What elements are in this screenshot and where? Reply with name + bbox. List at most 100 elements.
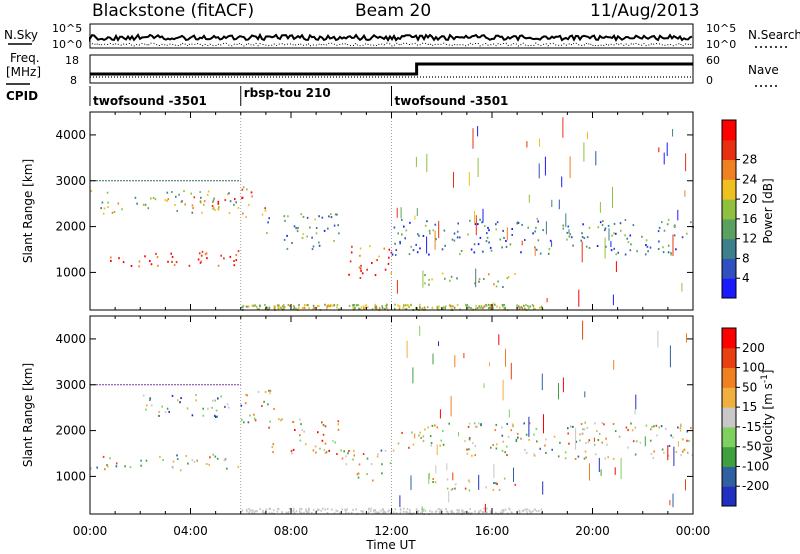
echo-cell (456, 303, 459, 306)
echo-cell (254, 419, 257, 422)
echo-cell (319, 447, 321, 450)
echo-cell (279, 419, 282, 422)
echo-cell (341, 457, 344, 460)
echo-cell (464, 510, 467, 513)
echo-cell (360, 269, 362, 272)
echo-cell (124, 465, 126, 468)
echo-cell (295, 307, 297, 310)
echo-cell (511, 512, 514, 515)
echo-cell (527, 305, 529, 307)
echo-cell (561, 176, 563, 188)
echo-cell (403, 225, 405, 228)
echo-cell (453, 239, 456, 242)
echo-cell (241, 418, 243, 421)
echo-cell (229, 200, 232, 203)
echo-cell (615, 253, 617, 256)
echo-cell (673, 225, 675, 228)
colorbar-swatch (722, 238, 736, 259)
echo-cell (493, 283, 495, 286)
echo-cell (524, 307, 526, 310)
echo-cell (488, 229, 490, 232)
echo-cell (265, 508, 267, 511)
echo-cell (235, 201, 237, 204)
echo-cell (273, 407, 275, 410)
echo-cell (470, 248, 473, 251)
echo-cell (142, 394, 145, 397)
echo-cell (264, 207, 266, 210)
echo-cell (553, 435, 556, 438)
echo-cell (644, 253, 647, 256)
echo-cell (190, 192, 192, 195)
echo-cell (268, 426, 270, 429)
echo-cell (661, 221, 663, 224)
echo-cell (361, 272, 364, 275)
echo-cell (652, 457, 655, 459)
echo-cell (686, 451, 689, 454)
nsearch-label: N.Search (748, 28, 800, 42)
echo-cell (624, 234, 626, 237)
colorbar-tick-label: 200 (742, 341, 765, 355)
echo-cell (338, 232, 340, 235)
freq-label-2: [MHz] (6, 65, 41, 79)
echo-cell (172, 460, 175, 463)
echo-cell (245, 305, 248, 308)
echo-cell (384, 449, 387, 452)
echo-cell (337, 224, 339, 227)
echo-cell (584, 421, 586, 424)
echo-cell (414, 215, 416, 220)
echo-cell (350, 511, 353, 514)
echo-cell (516, 221, 519, 224)
echo-cell (405, 229, 408, 232)
echo-cell (220, 254, 222, 257)
echo-cell (333, 303, 336, 306)
echo-cell (629, 234, 632, 237)
echo-cell (325, 451, 328, 454)
echo-cell (204, 253, 207, 256)
echo-cell (568, 235, 571, 238)
echo-cell (243, 421, 245, 424)
echo-cell (303, 306, 306, 309)
echo-cell (428, 509, 431, 512)
echo-cell (402, 510, 405, 513)
echo-cell (551, 448, 553, 451)
echo-cell (657, 330, 659, 348)
echo-cell (530, 511, 533, 514)
echo-cell (382, 508, 384, 511)
echo-cell (502, 229, 504, 232)
echo-cell (331, 508, 333, 511)
echo-cell (102, 455, 105, 458)
echo-cell (324, 451, 327, 454)
echo-cell (216, 457, 219, 460)
echo-cell (660, 425, 663, 428)
echo-cell (278, 304, 280, 307)
colorbar-swatch (722, 218, 736, 240)
echo-cell (328, 449, 330, 452)
echo-cell (387, 262, 390, 265)
echo-cell (516, 432, 519, 435)
echo-cell (324, 442, 327, 445)
echo-cell (283, 215, 286, 218)
echo-cell (677, 426, 679, 429)
echo-cell (248, 511, 250, 514)
echo-cell (399, 512, 402, 515)
echo-cell (205, 463, 208, 465)
echo-cell (149, 397, 151, 400)
echo-cell (110, 260, 112, 262)
colorbar-tick-label: -100 (742, 459, 769, 473)
echo-cell (679, 427, 682, 429)
echo-cell (152, 197, 155, 199)
echo-cell (367, 511, 370, 514)
echo-cell (399, 240, 401, 243)
echo-cell (303, 303, 306, 306)
echo-cell (436, 426, 439, 429)
echo-cell (534, 308, 536, 310)
echo-cell (140, 464, 142, 467)
echo-cell (362, 453, 365, 455)
echo-cell (649, 246, 652, 249)
echo-cell (612, 423, 615, 425)
echo-cell (242, 304, 245, 307)
echo-cell (366, 473, 368, 476)
echo-cell (542, 481, 544, 495)
echo-cell (423, 306, 426, 309)
echo-cell (296, 230, 299, 233)
